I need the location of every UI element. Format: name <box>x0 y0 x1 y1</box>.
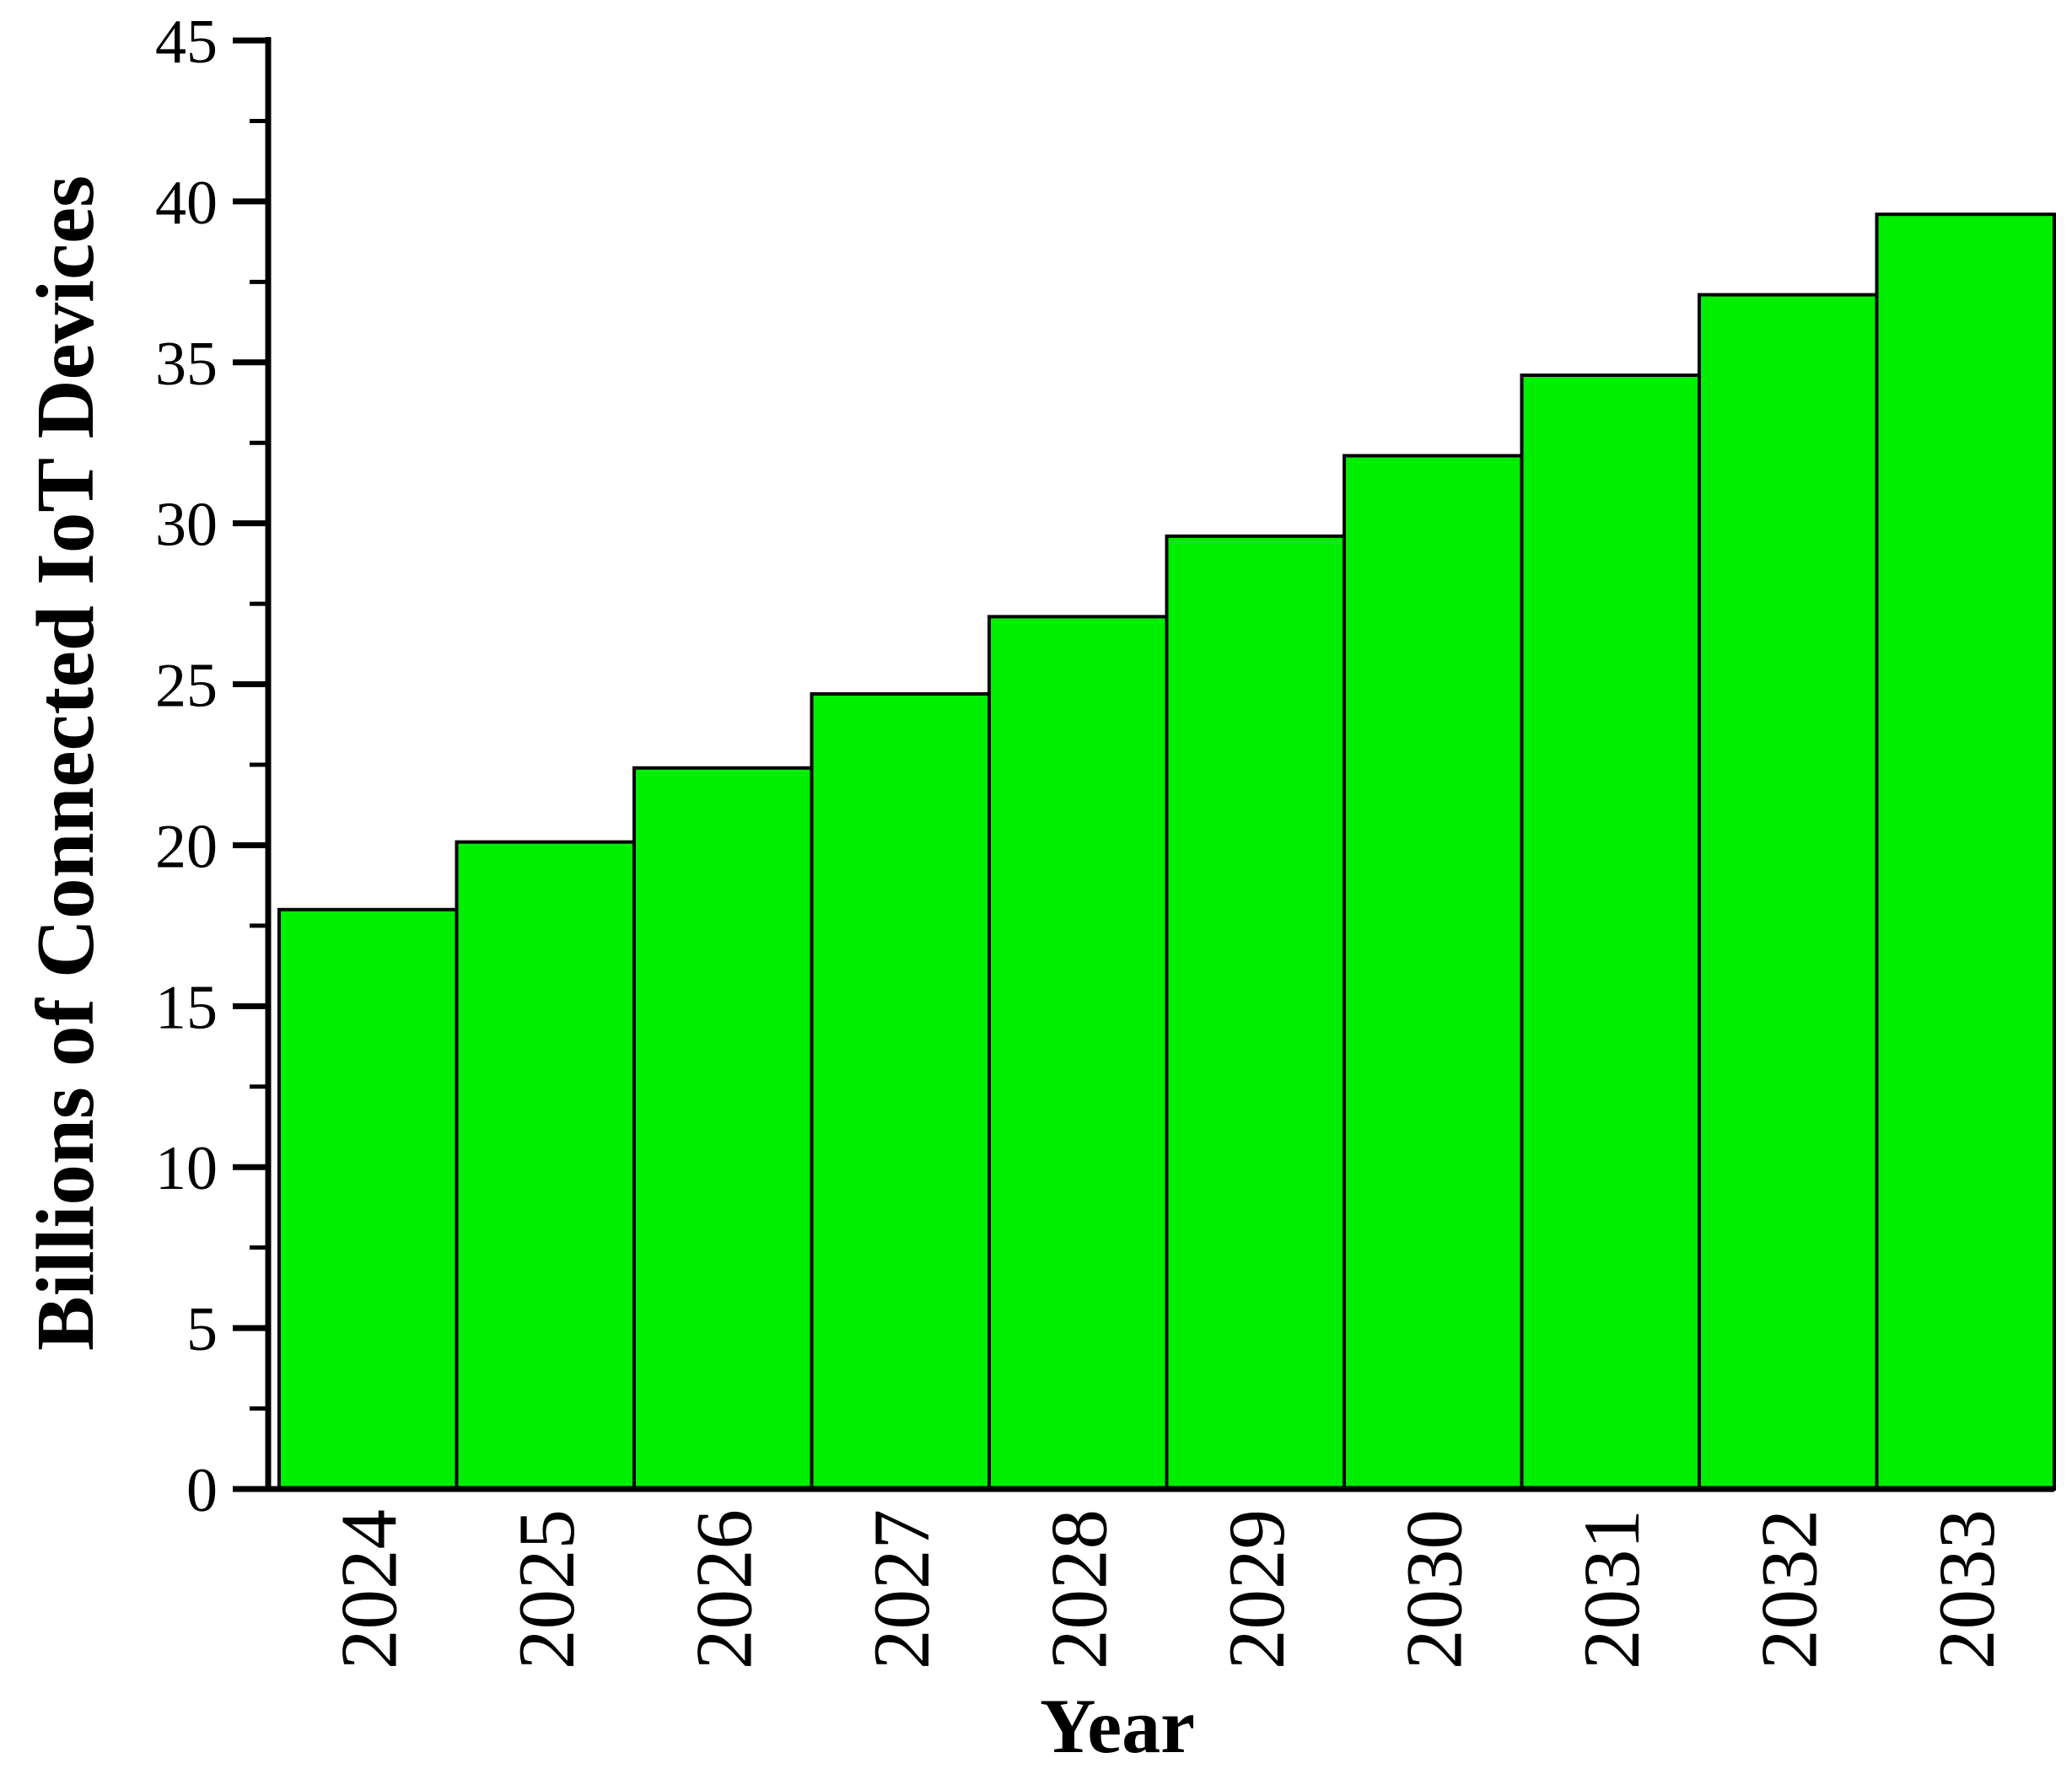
y-tick-label-10: 10 <box>155 1134 218 1203</box>
y-tick-label-20: 20 <box>155 812 218 881</box>
y-tick-label-5: 5 <box>186 1295 218 1364</box>
x-axis-title: Year <box>1040 1683 1195 1769</box>
y-tick-label-30: 30 <box>155 491 218 560</box>
x-tick-label-2029: 2029 <box>1212 1509 1301 1669</box>
x-tick-label-2027: 2027 <box>857 1509 946 1669</box>
y-axis-title: Billions of Connected IoT Devices <box>20 175 110 1351</box>
bar-2032 <box>1698 293 1879 1492</box>
y-tick-label-15: 15 <box>155 973 218 1042</box>
y-tick-label-25: 25 <box>155 652 218 721</box>
bar-2027 <box>810 692 991 1491</box>
y-tick-label-45: 45 <box>155 8 218 77</box>
x-tick-label-2031: 2031 <box>1567 1509 1656 1669</box>
x-tick-label-2028: 2028 <box>1034 1509 1123 1669</box>
bar-2031 <box>1520 374 1701 1491</box>
axes-layer <box>233 37 2054 1492</box>
y-tick-label-40: 40 <box>155 169 218 238</box>
x-tick-label-2024: 2024 <box>324 1509 413 1669</box>
bar-2033 <box>1875 212 2056 1492</box>
bar-2024 <box>277 907 459 1492</box>
x-tick-label-2030: 2030 <box>1389 1509 1478 1669</box>
bar-2025 <box>455 840 636 1491</box>
x-tick-label-2026: 2026 <box>679 1509 768 1669</box>
bar-2030 <box>1343 454 1524 1491</box>
x-tick-label-2025: 2025 <box>502 1509 591 1669</box>
x-tick-label-2032: 2032 <box>1744 1509 1833 1669</box>
bar-2028 <box>988 615 1169 1491</box>
bar-2026 <box>632 766 814 1491</box>
bars-layer <box>277 212 2056 1492</box>
y-tick-label-35: 35 <box>155 330 218 399</box>
y-tick-label-0: 0 <box>186 1456 218 1525</box>
bar-2029 <box>1165 534 1346 1491</box>
x-tick-label-2033: 2033 <box>1922 1509 2011 1669</box>
